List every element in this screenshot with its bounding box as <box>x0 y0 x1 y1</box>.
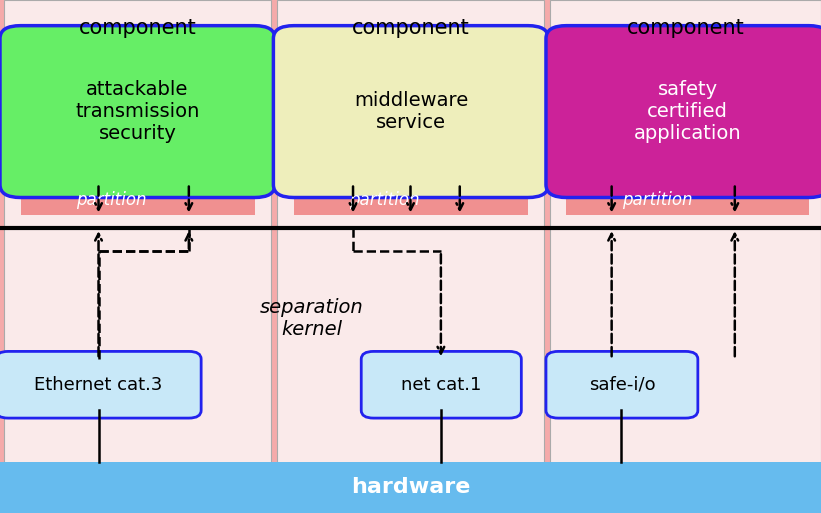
FancyBboxPatch shape <box>4 0 271 513</box>
Text: Ethernet cat.3: Ethernet cat.3 <box>34 376 163 394</box>
Text: partition: partition <box>76 190 146 209</box>
Text: component: component <box>626 18 745 38</box>
Text: partition: partition <box>349 190 420 209</box>
FancyBboxPatch shape <box>566 184 809 215</box>
Text: net cat.1: net cat.1 <box>401 376 481 394</box>
FancyBboxPatch shape <box>0 462 821 513</box>
Text: safety
certified
application: safety certified application <box>634 80 741 143</box>
FancyBboxPatch shape <box>0 351 201 418</box>
Text: partition: partition <box>621 190 692 209</box>
Text: separation
kernel: separation kernel <box>260 298 364 339</box>
FancyBboxPatch shape <box>546 351 698 418</box>
FancyBboxPatch shape <box>21 184 255 215</box>
Text: component: component <box>79 18 197 38</box>
FancyBboxPatch shape <box>546 26 821 198</box>
Text: attackable
transmission
security: attackable transmission security <box>76 80 200 143</box>
Text: safe-i/o: safe-i/o <box>589 376 655 394</box>
FancyBboxPatch shape <box>361 351 521 418</box>
FancyBboxPatch shape <box>0 26 275 198</box>
Text: hardware: hardware <box>351 478 470 497</box>
FancyBboxPatch shape <box>294 184 528 215</box>
Text: component: component <box>351 18 470 38</box>
Text: middleware
service: middleware service <box>354 91 468 132</box>
FancyBboxPatch shape <box>550 0 821 513</box>
FancyBboxPatch shape <box>273 26 548 198</box>
FancyBboxPatch shape <box>277 0 544 513</box>
